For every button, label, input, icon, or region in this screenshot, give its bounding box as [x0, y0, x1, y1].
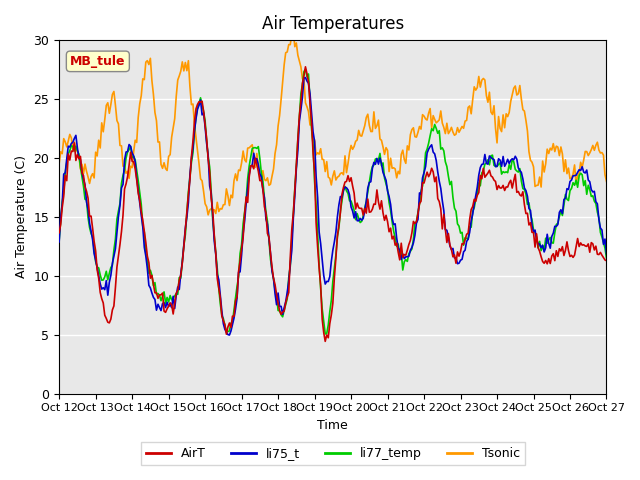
Y-axis label: Air Temperature (C): Air Temperature (C) [15, 156, 28, 278]
Title: Air Temperatures: Air Temperatures [262, 15, 404, 33]
X-axis label: Time: Time [317, 419, 348, 432]
Text: MB_tule: MB_tule [70, 55, 125, 68]
Legend: AirT, li75_t, li77_temp, Tsonic: AirT, li75_t, li77_temp, Tsonic [141, 442, 525, 465]
